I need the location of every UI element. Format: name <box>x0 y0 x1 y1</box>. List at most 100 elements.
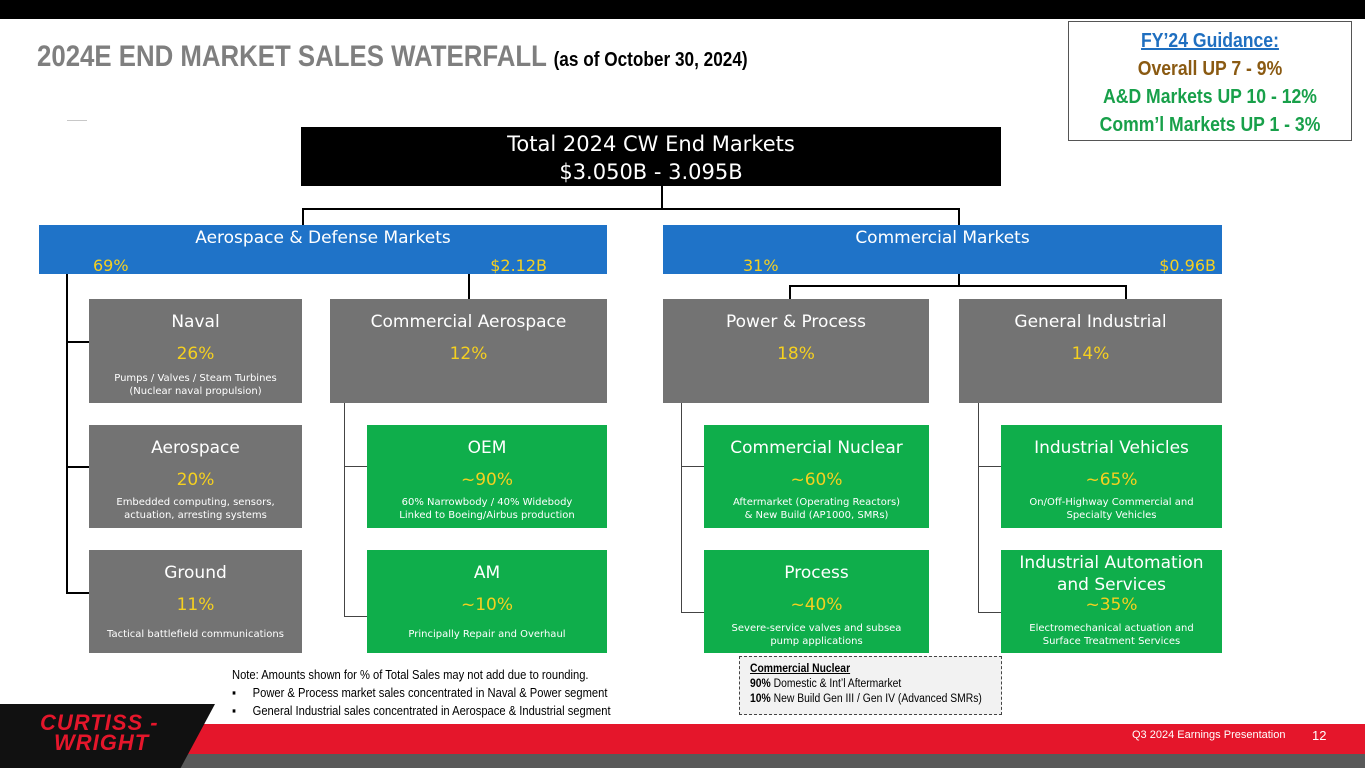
guidance-comm: Comm’l Markets UP 1 - 3% <box>1099 114 1321 136</box>
commercial-nuclear-label: Commercial Nuclear <box>730 438 903 458</box>
connector <box>958 208 960 225</box>
general-industrial-box: General Industrial 14% <box>959 299 1222 403</box>
commercial-aerospace-box: Commercial Aerospace 12% <box>330 299 607 403</box>
connector <box>66 341 90 343</box>
industrial-vehicles-box: Industrial Vehicles ~65% On/Off-Highway … <box>1001 425 1222 528</box>
footnote-line: Note: Amounts shown for % of Total Sales… <box>232 667 589 682</box>
aerospace-label: Aerospace <box>151 438 240 458</box>
divider <box>67 120 87 121</box>
connector <box>1125 285 1127 299</box>
footer-bar <box>0 724 1365 754</box>
process-box: Process ~40% Severe-service valves and s… <box>704 550 929 653</box>
aerospace-desc-2: actuation, arresting systems <box>124 510 267 521</box>
commercial-markets-pct: 31% <box>743 256 779 275</box>
logo-background <box>0 704 215 768</box>
am-pct: ~10% <box>460 595 514 615</box>
footnote-bullet: ▪ Power & Process market sales concentrat… <box>232 685 608 700</box>
industrial-automation-box: Industrial Automation and Services ~35% … <box>1001 550 1222 653</box>
naval-label: Naval <box>171 312 220 332</box>
nuclear-callout-row: 10% New Build Gen III / Gen IV (Advanced… <box>750 692 982 707</box>
ground-label: Ground <box>164 563 227 583</box>
power-process-box: Power & Process 18% <box>663 299 929 403</box>
page-number: 12 <box>1312 728 1327 743</box>
commercial-markets-box: Commercial Markets 31% $0.96B <box>663 225 1222 275</box>
guidance-heading: FY’24 Guidance: <box>1141 30 1279 52</box>
title-date: (as of October 30, 2024) <box>553 49 748 71</box>
am-box: AM ~10% Principally Repair and Overhaul <box>367 550 607 653</box>
process-desc-1: Severe-service valves and subsea <box>731 623 902 634</box>
connector <box>789 285 791 299</box>
connector <box>66 466 90 468</box>
footer-label: Q3 2024 Earnings Presentation <box>1132 729 1286 741</box>
guidance-box: FY’24 Guidance: Overall UP 7 - 9% A&D Ma… <box>1068 21 1352 141</box>
commercial-nuclear-desc-1: Aftermarket (Operating Reactors) <box>732 497 901 508</box>
process-pct: ~40% <box>790 595 843 615</box>
aerospace-box: Aerospace 20% Embedded computing, sensor… <box>89 425 302 528</box>
connector <box>978 612 1002 613</box>
industrial-vehicles-desc: On/Off-Highway Commercial and Specialty … <box>1005 496 1218 522</box>
nuclear-callout-text-1: Domestic & Int’l Aftermarket <box>773 678 902 690</box>
ground-pct: 11% <box>176 595 215 615</box>
ad-markets-label: Aerospace & Defense Markets <box>195 228 451 248</box>
aerospace-desc-1: Embedded computing, sensors, <box>116 497 275 508</box>
commercial-nuclear-desc-2: & New Build (AP1000, SMRs) <box>744 510 889 521</box>
commercial-nuclear-box: Commercial Nuclear ~60% Aftermarket (Ope… <box>704 425 929 528</box>
connector <box>344 403 345 617</box>
connector <box>302 208 304 225</box>
connector <box>978 403 979 613</box>
industrial-automation-desc-2: Surface Treatment Services <box>1042 636 1181 647</box>
nuclear-callout-pct-1: 90% <box>750 678 771 690</box>
oem-desc-1: 60% Narrowbody / 40% Widebody <box>401 497 573 508</box>
general-industrial-label: General Industrial <box>1014 312 1167 332</box>
logo-line-2: WRIGHT <box>54 730 150 755</box>
connector <box>958 274 960 286</box>
top-bar <box>0 0 1365 19</box>
industrial-automation-label-2: and Services <box>1056 575 1167 595</box>
connector <box>681 403 682 613</box>
industrial-automation-desc: Electromechanical actuation and Surface … <box>1005 622 1218 648</box>
footnote: Note: Amounts shown for % of Total Sales… <box>232 666 611 720</box>
curtiss-wright-logo: CURTISS - WRIGHT <box>40 710 159 755</box>
general-industrial-pct: 14% <box>1071 344 1110 364</box>
footer-strip <box>0 754 1365 768</box>
naval-box: Naval 26% Pumps / Valves / Steam Turbine… <box>89 299 302 403</box>
oem-pct: ~90% <box>460 470 514 490</box>
oem-box: OEM ~90% 60% Narrowbody / 40% Widebody L… <box>367 425 607 528</box>
aerospace-pct: 20% <box>176 470 215 490</box>
title-main: 2024E END MARKET SALES WATERFALL <box>37 40 547 73</box>
industrial-vehicles-label: Industrial Vehicles <box>1034 438 1189 458</box>
connector <box>978 466 1002 467</box>
naval-desc: Pumps / Valves / Steam Turbines (Nuclear… <box>93 372 298 398</box>
industrial-automation-label-1: Industrial Automation <box>1019 553 1204 573</box>
guidance-ad: A&D Markets UP 10 - 12% <box>1103 86 1317 108</box>
industrial-vehicles-desc-2: Specialty Vehicles <box>1066 510 1157 521</box>
connector <box>681 612 705 613</box>
ground-desc: Tactical battlefield communications <box>107 629 284 640</box>
industrial-vehicles-pct: ~65% <box>1085 470 1138 490</box>
industrial-vehicles-desc-1: On/Off-Highway Commercial and <box>1029 497 1194 508</box>
total-amount: $3.050B - 3.095B <box>559 160 743 184</box>
commercial-markets-amount: $0.96B <box>1159 256 1216 275</box>
footnote-bullet-2: General Industrial sales concentrated in… <box>252 703 611 718</box>
logo-line-1: CURTISS - <box>40 710 159 735</box>
process-desc-2: pump applications <box>770 636 863 647</box>
oem-desc: 60% Narrowbody / 40% Widebody Linked to … <box>371 496 603 522</box>
guidance-overall: Overall UP 7 - 9% <box>1137 58 1283 80</box>
connector <box>468 274 470 299</box>
industrial-automation-label: Industrial Automation and Services <box>1001 552 1222 596</box>
connector <box>681 466 705 467</box>
connector <box>344 616 368 617</box>
oem-desc-2: Linked to Boeing/Airbus production <box>399 510 575 521</box>
footnote-bullet: ▪ General Industrial sales concentrated i… <box>232 703 611 718</box>
process-label: Process <box>784 563 849 583</box>
naval-pct: 26% <box>176 344 215 364</box>
connector <box>661 186 663 209</box>
ad-markets-pct: 69% <box>93 256 129 275</box>
nuclear-callout-heading: Commercial Nuclear <box>750 663 851 675</box>
industrial-automation-desc-1: Electromechanical actuation and <box>1029 623 1194 634</box>
aerospace-desc: Embedded computing, sensors, actuation, … <box>93 496 298 522</box>
commercial-nuclear-desc: Aftermarket (Operating Reactors) & New B… <box>708 496 925 522</box>
nuclear-callout-text-2: New Build Gen III / Gen IV (Advanced SMR… <box>773 693 982 705</box>
nuclear-callout: Commercial Nuclear 90% Domestic & Int’l … <box>739 656 1002 715</box>
connector <box>66 592 90 594</box>
